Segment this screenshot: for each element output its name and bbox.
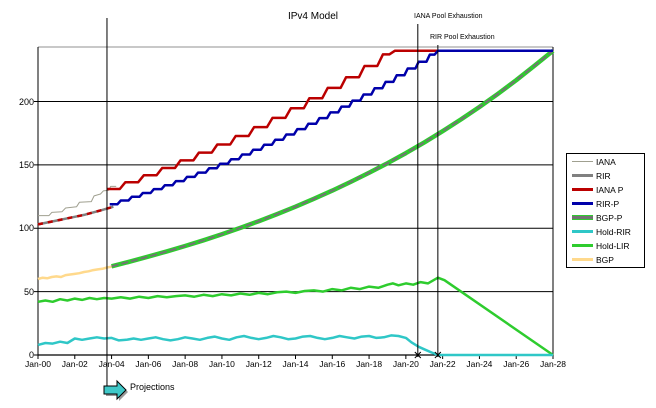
legend-swatch-icon — [572, 230, 593, 233]
series-BGP — [37, 265, 114, 281]
projections-arrow-icon — [103, 379, 127, 401]
x-tick-label: Jan-14 — [282, 359, 309, 369]
legend-swatch-icon — [572, 244, 593, 247]
legend-swatch-icon — [572, 202, 593, 205]
projections-label: Projections — [130, 382, 175, 392]
x-tick-label: Jan-26 — [503, 359, 530, 369]
legend-item-bgp-p: BGP-P — [572, 213, 644, 223]
series-Hold-LIR — [37, 276, 554, 357]
legend-item-rir: RIR — [572, 171, 644, 181]
rir-exhaustion-label: RIR Pool Exhaustion — [430, 34, 495, 41]
x-tick-label: Jan-28 — [540, 359, 566, 369]
y-tick-label: 200 — [18, 96, 34, 107]
legend-item-rir-p: RIR-P — [572, 199, 644, 209]
x-tick-label: Jan-16 — [319, 359, 346, 369]
x-tick-label: Jan-20 — [392, 359, 419, 369]
x-tick-label: Jan-00 — [25, 359, 51, 369]
y-tick-label: 0 — [28, 350, 34, 360]
legend-item-hold-rir: Hold-RIR — [572, 227, 644, 237]
chart-title: IPv4 Model — [287, 11, 339, 22]
series-BGP-P-edge — [111, 49, 555, 269]
x-tick-label: Jan-04 — [98, 359, 125, 369]
legend-label: BGP-P — [596, 212, 623, 223]
y-tick-label: 100 — [18, 223, 34, 234]
legend-swatch-icon — [572, 174, 593, 177]
legend-label: Hold-LIR — [596, 240, 630, 251]
legend-item-iana p: IANA P — [572, 185, 644, 195]
legend-label: RIR-P — [596, 198, 620, 209]
x-tick-label: Jan-18 — [356, 359, 383, 369]
legend-swatch-icon — [572, 258, 593, 261]
legend-swatch-icon — [572, 215, 593, 220]
series-IANA P fit — [37, 205, 114, 226]
rir_exhaustion-marker — [434, 351, 442, 359]
series-IANA P — [107, 49, 438, 191]
x-tick-label: Jan-22 — [429, 359, 456, 369]
series-IANA — [38, 185, 117, 217]
x-tick-label: Jan-24 — [466, 359, 493, 369]
legend: IANA RIR IANA P RIR-P BGP-P Hold-RIR Hold-LIR B… — [566, 153, 645, 268]
legend-item-iana: IANA — [572, 157, 644, 167]
legend-label: BGP — [596, 254, 614, 265]
y-tick-label: 150 — [18, 159, 34, 170]
legend-label: RIR — [596, 170, 611, 181]
x-tick-label: Jan-12 — [245, 359, 272, 369]
iana_exhaustion-marker — [414, 351, 422, 359]
y-tick-label: 50 — [23, 286, 34, 297]
legend-item-hold-lir: Hold-LIR — [572, 241, 644, 251]
x-tick-label: Jan-10 — [208, 359, 235, 369]
series-BGP-P — [111, 50, 554, 268]
x-tick-label: Jan-06 — [135, 359, 162, 369]
x-tick-label: Jan-08 — [172, 359, 199, 369]
x-tick-label: Jan-02 — [61, 359, 88, 369]
legend-label: IANA — [596, 156, 616, 167]
iana-exhaustion-label: IANA Pool Exhaustion — [414, 13, 483, 20]
series-RIR-P — [109, 49, 553, 206]
legend-swatch-icon — [572, 188, 593, 191]
legend-item-bgp: BGP — [572, 255, 644, 265]
legend-label: Hold-RIR — [596, 226, 631, 237]
legend-swatch-icon — [572, 161, 593, 162]
series-Hold-RIR — [37, 334, 553, 357]
legend-label: IANA P — [596, 184, 624, 195]
